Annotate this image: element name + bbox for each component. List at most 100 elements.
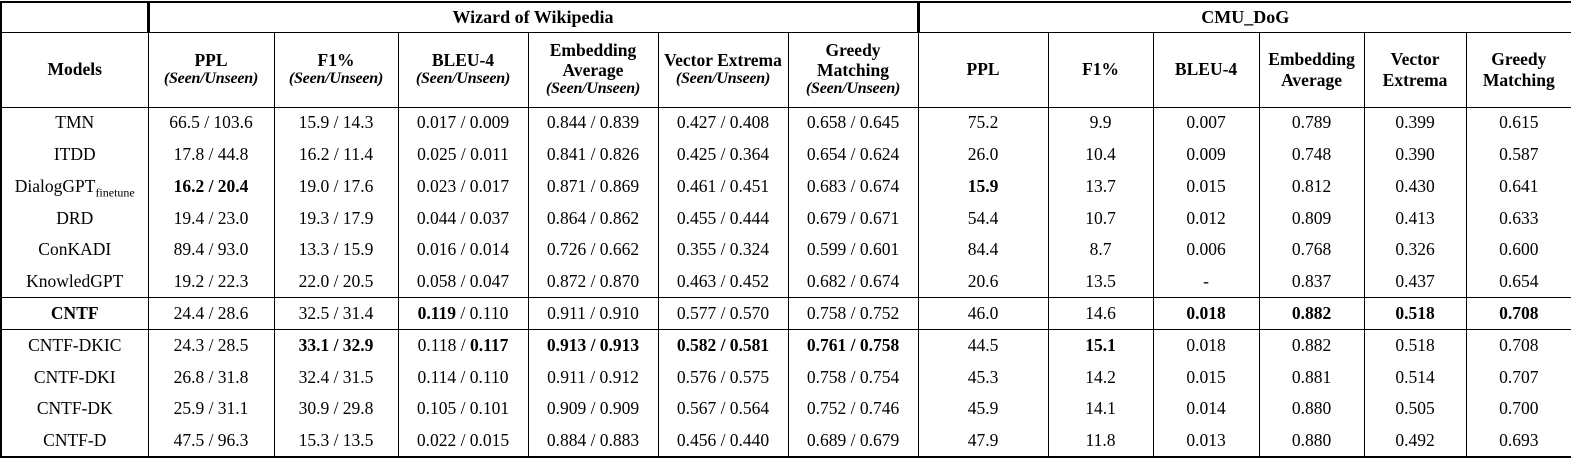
column-title: Greedy Matching	[1482, 49, 1555, 90]
metric-cell-4: 0.567 / 0.564	[657, 393, 788, 425]
metric-cell-8: -	[1152, 265, 1260, 298]
metric-cell-3: 0.841 / 0.826	[527, 138, 658, 171]
metric-cell-10: 0.437	[1363, 265, 1467, 298]
metric-cell-4: 0.427 / 0.408	[657, 107, 788, 139]
metric-cell-7: 9.9	[1047, 107, 1154, 139]
metric-cell-2: 0.118 / 0.117	[397, 329, 528, 362]
metric-cell-1: 15.9 / 14.3	[273, 107, 398, 139]
column-title: PPL	[194, 50, 228, 71]
metric-cell-2: 0.105 / 0.101	[397, 393, 528, 425]
metric-cell-3: 0.844 / 0.839	[527, 107, 658, 139]
metric-cell-9: 0.880	[1258, 393, 1365, 425]
metric-cell-10: 0.518	[1363, 329, 1467, 362]
metric-cell-1: 19.3 / 17.9	[273, 202, 398, 235]
metric-cell-1: 32.4 / 31.5	[273, 361, 398, 394]
column-header-5-vector-extrema: Vector Extrema (Seen/Unseen)	[657, 32, 788, 108]
metric-cell-10: 0.326	[1363, 234, 1467, 266]
metric-cell-2: 0.044 / 0.037	[397, 202, 528, 235]
metric-cell-6: 75.2	[917, 107, 1049, 139]
metric-cell-0: 89.4 / 93.0	[147, 234, 274, 266]
metric-cell-2: 0.114 / 0.110	[397, 361, 528, 394]
metric-cell-11: 0.615	[1465, 107, 1571, 139]
metric-cell-8: 0.015	[1152, 170, 1260, 203]
metric-cell-6: 54.4	[917, 202, 1049, 235]
metric-cell-5: 0.758 / 0.752	[787, 297, 919, 330]
metric-cell-4: 0.577 / 0.570	[657, 297, 788, 330]
metric-cell-3: 0.864 / 0.862	[527, 202, 658, 235]
dataset-group-header-wizard-of-wikipedia: Wizard of Wikipedia	[146, 2, 919, 33]
model-name-cell: CNTF-DK	[36, 398, 113, 419]
dataset-group-header-cmu-dog: CMU_DoG	[916, 2, 1571, 33]
metric-cell-2: 0.016 / 0.014	[397, 234, 528, 266]
metric-cell-7: 13.5	[1047, 265, 1154, 298]
model-name-subscript: finetune	[95, 185, 135, 200]
metric-cell-0: 66.5 / 103.6	[147, 107, 274, 139]
metric-cell-7: 10.4	[1047, 138, 1154, 171]
metric-cell-4: 0.461 / 0.451	[657, 170, 788, 203]
metric-cell-5: 0.679 / 0.671	[787, 202, 919, 235]
metric-cell-7: 15.1	[1047, 329, 1154, 362]
metric-cell-8: 0.007	[1152, 107, 1260, 139]
metric-cell-5: 0.654 / 0.624	[787, 138, 919, 171]
column-subtitle: (Seen/Unseen)	[805, 80, 901, 98]
table-row-drd: DRD 19.4 / 23.0 19.3 / 17.9 0.044 / 0.037 0.…	[1, 202, 1571, 235]
metric-cell-0: 16.2 / 20.4	[147, 170, 274, 203]
corner-empty-cell	[1, 2, 148, 33]
column-title: Models	[47, 59, 102, 80]
metric-cell-0: 26.8 / 31.8	[147, 361, 274, 394]
table-body: TMN 66.5 / 103.6 15.9 / 14.3 0.017 / 0.009 0…	[1, 107, 1571, 457]
metric-cell-5: 0.689 / 0.679	[787, 424, 919, 457]
column-header-7-ppl: PPL	[917, 32, 1049, 108]
column-title: Vector Extrema	[1382, 49, 1448, 90]
metric-cell-3: 0.884 / 0.883	[527, 424, 658, 457]
table-row-cntf-dk: CNTF-DK 25.9 / 31.1 30.9 / 29.8 0.105 / 0.1…	[1, 393, 1571, 425]
column-header-9-bleu-4: BLEU-4	[1152, 32, 1260, 108]
model-name-cell: CNTF-D	[43, 429, 107, 450]
metric-cell-9: 0.837	[1258, 265, 1365, 298]
column-header-8-f1: F1%	[1047, 32, 1154, 108]
metric-cell-8: 0.015	[1152, 361, 1260, 394]
metric-cell-2: 0.017 / 0.009	[397, 107, 528, 139]
model-name-cell: CNTF-DKI	[33, 366, 116, 387]
column-header-4-embedding-average: Embedding Average (Seen/Unseen)	[527, 32, 658, 108]
metric-cell-10: 0.514	[1363, 361, 1467, 394]
metric-cell-2: 0.025 / 0.011	[397, 138, 528, 171]
table-row-itdd: ITDD 17.8 / 44.8 16.2 / 11.4 0.025 / 0.011 0…	[1, 138, 1571, 171]
metric-cell-8: 0.012	[1152, 202, 1260, 235]
metric-cell-0: 24.4 / 28.6	[147, 297, 274, 330]
model-name-cell: DialogGPTfinetune	[14, 175, 135, 200]
metric-cell-9: 0.748	[1258, 138, 1365, 171]
table-row-cntf-d: CNTF-D 47.5 / 96.3 15.3 / 13.5 0.022 / 0.01…	[1, 424, 1571, 457]
metric-cell-10: 0.390	[1363, 138, 1467, 171]
metric-cell-7: 14.6	[1047, 297, 1154, 330]
table-row-cntf-dkic: CNTF-DKIC 24.3 / 28.5 33.1 / 32.9 0.118 / 0…	[1, 329, 1571, 362]
metric-cell-6: 20.6	[917, 265, 1049, 298]
metric-cell-1: 13.3 / 15.9	[273, 234, 398, 266]
metric-cell-4: 0.576 / 0.575	[657, 361, 788, 394]
table-row-tmn: TMN 66.5 / 103.6 15.9 / 14.3 0.017 / 0.009 0…	[1, 107, 1571, 139]
metric-cell-9: 0.882	[1258, 297, 1365, 330]
metric-cell-5: 0.658 / 0.645	[787, 107, 919, 139]
column-title: BLEU-4	[431, 50, 495, 71]
table-row-cntf: CNTF 24.4 / 28.6 32.5 / 31.4 0.119 / 0.110 0…	[1, 297, 1571, 330]
column-header-1-ppl: PPL (Seen/Unseen)	[147, 32, 274, 108]
column-title: Embedding Average	[549, 40, 637, 81]
metric-cell-0: 17.8 / 44.8	[147, 138, 274, 171]
metric-cell-7: 11.8	[1047, 424, 1154, 457]
table-row-dialoggpt: DialogGPTfinetune 16.2 / 20.4 19.0 / 17.6 0…	[1, 170, 1571, 203]
model-name-cell: DRD	[56, 207, 94, 228]
metric-cell-11: 0.708	[1465, 297, 1571, 330]
metric-cell-4: 0.463 / 0.452	[657, 265, 788, 298]
column-header-3-bleu-4: BLEU-4 (Seen/Unseen)	[397, 32, 528, 108]
model-name-cell: ITDD	[53, 143, 96, 164]
metric-cell-9: 0.789	[1258, 107, 1365, 139]
metric-cell-9: 0.882	[1258, 329, 1365, 362]
metric-cell-6: 84.4	[917, 234, 1049, 266]
metric-cell-4: 0.456 / 0.440	[657, 424, 788, 457]
model-name-cell: ConKADI	[38, 239, 112, 260]
metric-cell-3: 0.872 / 0.870	[527, 265, 658, 298]
metric-cell-5: 0.761 / 0.758	[787, 329, 919, 362]
metric-cell-4: 0.425 / 0.364	[657, 138, 788, 171]
